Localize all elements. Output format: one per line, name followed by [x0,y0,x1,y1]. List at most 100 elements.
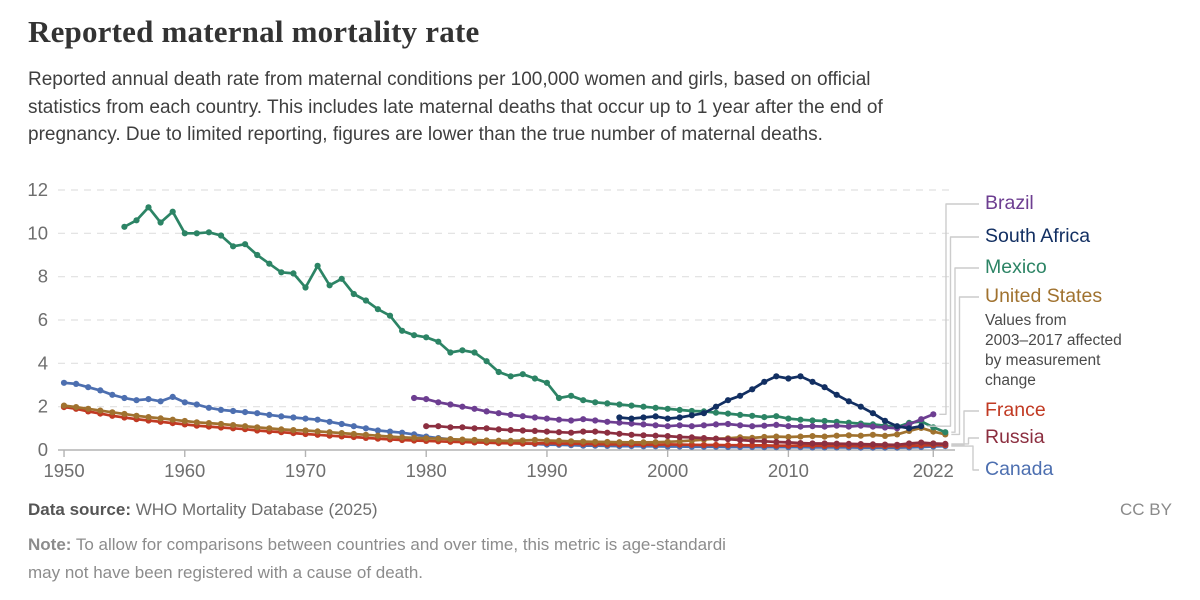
series-point-mexico [169,208,176,215]
series-point-mexico [435,338,442,345]
series-point-south-africa [797,373,804,380]
series-point-russia [918,439,925,446]
series-point-russia [700,435,708,442]
series-point-france [712,441,720,449]
series-point-brazil [676,422,683,429]
series-point-russia [797,440,804,447]
series-point-mexico [568,392,575,399]
series-point-brazil [447,401,454,408]
series-point-canada [230,407,237,415]
series-point-mexico [797,416,804,423]
series-point-russia [507,427,514,434]
chart-subtitle: Reported annual death rate from maternal… [28,66,1172,149]
series-point-united-states [85,405,92,412]
x-tick-label: 1970 [285,460,326,481]
series-point-mexico [749,412,756,419]
subtitle-line: Reported annual death rate from maternal… [28,69,871,90]
legend-label-united-states[interactable]: United States [985,285,1102,307]
series-point-mexico [555,394,563,402]
series-point-united-states [568,438,575,445]
series-point-canada [278,413,285,420]
series-point-brazil [809,423,816,430]
annotation-line: change [985,372,1036,389]
series-point-brazil [773,421,780,428]
series-point-russia [616,430,623,437]
series-point-russia [724,436,732,443]
series-line-south-africa [619,374,922,430]
series-point-south-africa [773,373,780,380]
series-point-mexico [217,232,225,239]
series-point-south-africa [676,414,683,421]
series-point-mexico [157,219,164,226]
series-point-united-states [121,410,128,418]
series-point-brazil [495,410,502,417]
legend-label-mexico[interactable]: Mexico [985,256,1047,278]
series-point-united-states [894,431,901,438]
series-point-united-states [97,407,104,414]
series-point-canada [85,384,92,391]
series-point-russia [652,432,659,439]
series-point-russia [906,440,913,447]
license-badge[interactable]: CC BY [1120,500,1172,519]
note-line: may not have been registered with a caus… [28,563,424,582]
series-point-mexico [471,349,478,356]
series-point-united-states [350,430,357,438]
series-point-united-states [302,427,309,434]
series-point-united-states [133,412,140,419]
annotation-line: by measurement [985,352,1101,369]
series-point-mexico [640,403,647,410]
legend-label-south-africa[interactable]: South Africa [985,225,1090,247]
series-point-brazil [821,423,828,430]
series-point-mexico [724,410,732,417]
legend-label-brazil[interactable]: Brazil [985,192,1034,214]
series-point-russia [592,428,599,435]
series-point-russia [688,434,695,441]
series-point-brazil [616,419,623,426]
series-point-united-states [145,414,152,421]
series-point-south-africa [857,403,864,410]
series-point-russia [543,428,551,435]
series-point-russia [809,440,816,447]
series-point-russia [749,437,756,444]
series-point-brazil [568,417,575,424]
leader-line-brazil [939,203,979,415]
series-point-mexico [809,417,816,424]
subtitle-line: statistics from each country. This inclu… [28,96,883,118]
legend-label-canada[interactable]: Canada [985,458,1053,480]
series-point-russia [930,440,937,447]
y-tick-label: 4 [38,352,48,373]
chart-canvas[interactable]: 0 2 4 6 8 10 12 1950 1960 1970 1980 1990 2000 2010 202… [0,172,1200,492]
series-point-united-states [483,437,490,444]
series-point-south-africa [869,410,877,417]
legend-label-russia[interactable]: Russia [985,426,1045,448]
series-point-mexico [121,223,128,230]
subtitle-line: pregnancy. Due to limited reporting, fig… [28,124,823,145]
series-point-south-africa [918,423,925,430]
series-point-south-africa [700,410,708,417]
series-line-mexico [123,205,946,434]
series-point-south-africa [845,398,852,405]
series-point-mexico [193,230,200,237]
series-point-mexico [930,424,937,431]
legend-label-france[interactable]: France [985,399,1046,421]
series-point-united-states [773,433,780,440]
series-point-russia [773,438,780,446]
x-tick-label: 2022 [913,460,954,481]
series-point-russia [580,428,587,435]
y-tick-label: 12 [27,179,48,200]
series-point-canada [121,394,128,402]
series-point-brazil [724,420,732,428]
leader-line-russia [951,437,979,445]
series-point-brazil [652,422,659,429]
series-point-south-africa [761,378,768,385]
series-point-brazil [761,422,768,429]
series-point-brazil [459,403,466,410]
series-point-mexico [254,251,261,259]
series-point-brazil [531,414,539,421]
series-point-russia [785,439,792,446]
chart-area: 0 2 4 6 8 10 12 1950 1960 1970 1980 1990 2000 2010 202… [0,172,1200,492]
source-row: Data source: WHO Mortality Database (202… [28,500,1172,520]
series-point-russia [471,425,478,432]
series-point-brazil [555,416,563,423]
series-point-united-states [785,433,792,441]
